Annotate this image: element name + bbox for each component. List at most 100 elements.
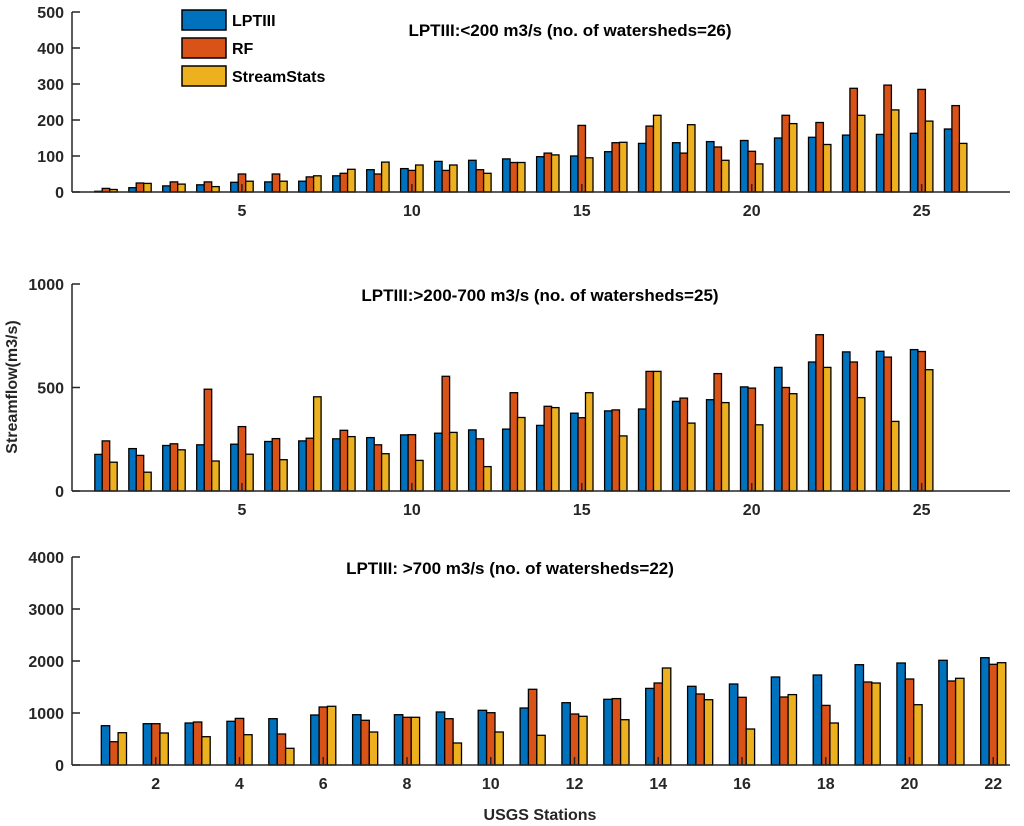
bar-streamstats-station-16 <box>745 728 756 766</box>
bar-streamstats-station-6 <box>326 705 337 766</box>
legend-swatch-streamstats <box>181 65 227 87</box>
bar-streamstats-station-2 <box>143 182 152 193</box>
bar-rf-station-15 <box>695 693 705 766</box>
y-tick-label: 0 <box>55 185 64 202</box>
legend-swatch-rf <box>181 37 227 59</box>
bar-lptiii-station-11 <box>433 432 443 492</box>
x-tick-label: 20 <box>901 776 919 793</box>
bar-streamstats-station-9 <box>452 742 463 766</box>
bar-lptiii-station-3 <box>184 722 195 766</box>
bar-lptiii-station-9 <box>435 711 446 766</box>
bar-rf-station-18 <box>679 397 689 492</box>
bar-streamstats-station-8 <box>346 168 356 193</box>
bar-lptiii-station-5 <box>268 718 278 766</box>
bar-rf-station-8 <box>339 172 349 193</box>
bar-rf-station-6 <box>271 437 281 492</box>
bar-lptiii-station-12 <box>561 702 571 766</box>
x-tick-label: 15 <box>573 203 591 220</box>
bar-streamstats-station-3 <box>201 736 211 766</box>
bar-streamstats-station-17 <box>787 693 798 766</box>
bar-lptiii-station-18 <box>671 142 681 193</box>
bar-streamstats-station-9 <box>380 161 390 193</box>
bar-streamstats-station-26 <box>958 142 968 193</box>
bar-rf-station-6 <box>271 173 281 193</box>
bar-rf-station-24 <box>883 84 893 193</box>
bar-lptiii-station-1 <box>100 725 111 766</box>
bar-rf-station-25 <box>917 88 927 193</box>
bar-lptiii-station-9 <box>366 169 375 193</box>
bar-lptiii-station-17 <box>637 408 647 492</box>
bar-rf-station-7 <box>305 437 315 492</box>
legend-label-rf: RF <box>232 41 254 58</box>
bar-lptiii-station-8 <box>393 714 404 766</box>
bar-streamstats-station-20 <box>754 424 764 492</box>
bar-streamstats-station-5 <box>245 180 254 193</box>
bar-lptiii-station-9 <box>366 436 375 492</box>
bar-rf-station-6 <box>318 706 329 766</box>
x-tick-label: 10 <box>403 502 421 519</box>
legend-label-streamstats: StreamStats <box>232 69 325 86</box>
bar-rf-station-5 <box>276 733 287 766</box>
bar-rf-station-17 <box>645 370 655 492</box>
bar-rf-station-15 <box>577 417 587 492</box>
bar-lptiii-station-7 <box>351 714 362 766</box>
bar-streamstats-station-19 <box>871 682 881 766</box>
bar-lptiii-station-19 <box>854 664 865 766</box>
x-tick-label: 20 <box>743 502 761 519</box>
bar-streamstats-station-21 <box>788 122 798 193</box>
bar-streamstats-station-24 <box>890 109 900 193</box>
bar-lptiii-station-14 <box>535 424 545 492</box>
bar-streamstats-station-7 <box>312 175 322 193</box>
bar-lptiii-station-17 <box>637 142 647 193</box>
bar-streamstats-station-11 <box>448 431 458 492</box>
bar-lptiii-station-16 <box>603 151 613 193</box>
bar-streamstats-station-1 <box>117 732 128 766</box>
bar-rf-station-9 <box>444 718 454 766</box>
bar-rf-station-13 <box>509 392 519 492</box>
bar-streamstats-station-14 <box>550 406 560 492</box>
x-tick-label: 2 <box>151 776 160 793</box>
bar-lptiii-station-4 <box>226 720 236 766</box>
bar-streamstats-station-3 <box>177 183 186 193</box>
bar-rf-station-1 <box>109 741 119 766</box>
bar-lptiii-station-16 <box>728 683 739 766</box>
bar-streamstats-station-13 <box>516 416 526 492</box>
bar-streamstats-station-2 <box>143 471 152 492</box>
bar-lptiii-station-10 <box>399 167 409 193</box>
x-tick-label: 8 <box>403 776 412 793</box>
bar-streamstats-station-7 <box>312 396 322 492</box>
bar-rf-station-20 <box>747 387 757 492</box>
legend-label-lptiii: LPTIII <box>232 13 276 30</box>
y-tick-label: 0 <box>55 484 64 501</box>
bar-streamstats-station-15 <box>703 699 714 766</box>
bar-lptiii-station-10 <box>399 434 409 492</box>
bar-streamstats-station-6 <box>279 459 288 492</box>
y-tick-label: 300 <box>37 77 64 94</box>
bar-rf-station-11 <box>441 375 451 492</box>
bar-streamstats-station-6 <box>279 180 288 193</box>
bar-lptiii-station-4 <box>196 184 205 193</box>
bar-lptiii-station-25 <box>909 132 919 193</box>
bar-rf-station-24 <box>883 356 893 492</box>
bar-rf-station-21 <box>946 680 957 766</box>
bar-lptiii-station-2 <box>128 447 137 492</box>
x-tick-label: 14 <box>649 776 667 793</box>
bar-rf-station-1 <box>101 440 111 492</box>
bar-streamstats-station-14 <box>661 667 672 766</box>
bar-rf-station-19 <box>862 681 873 766</box>
bar-lptiii-station-13 <box>603 698 613 766</box>
bar-lptiii-station-18 <box>671 400 681 492</box>
bar-lptiii-station-22 <box>980 657 990 766</box>
bar-rf-station-18 <box>820 704 831 766</box>
x-tick-label: 6 <box>319 776 328 793</box>
bar-rf-station-8 <box>339 429 349 492</box>
bar-lptiii-station-11 <box>519 707 530 766</box>
bar-lptiii-station-26 <box>943 128 953 193</box>
bar-streamstats-station-5 <box>245 453 254 492</box>
bar-lptiii-station-19 <box>705 140 715 193</box>
bar-lptiii-station-20 <box>739 139 749 193</box>
bar-lptiii-station-4 <box>196 444 205 492</box>
bar-lptiii-station-8 <box>332 175 341 193</box>
bar-rf-station-3 <box>192 721 203 766</box>
